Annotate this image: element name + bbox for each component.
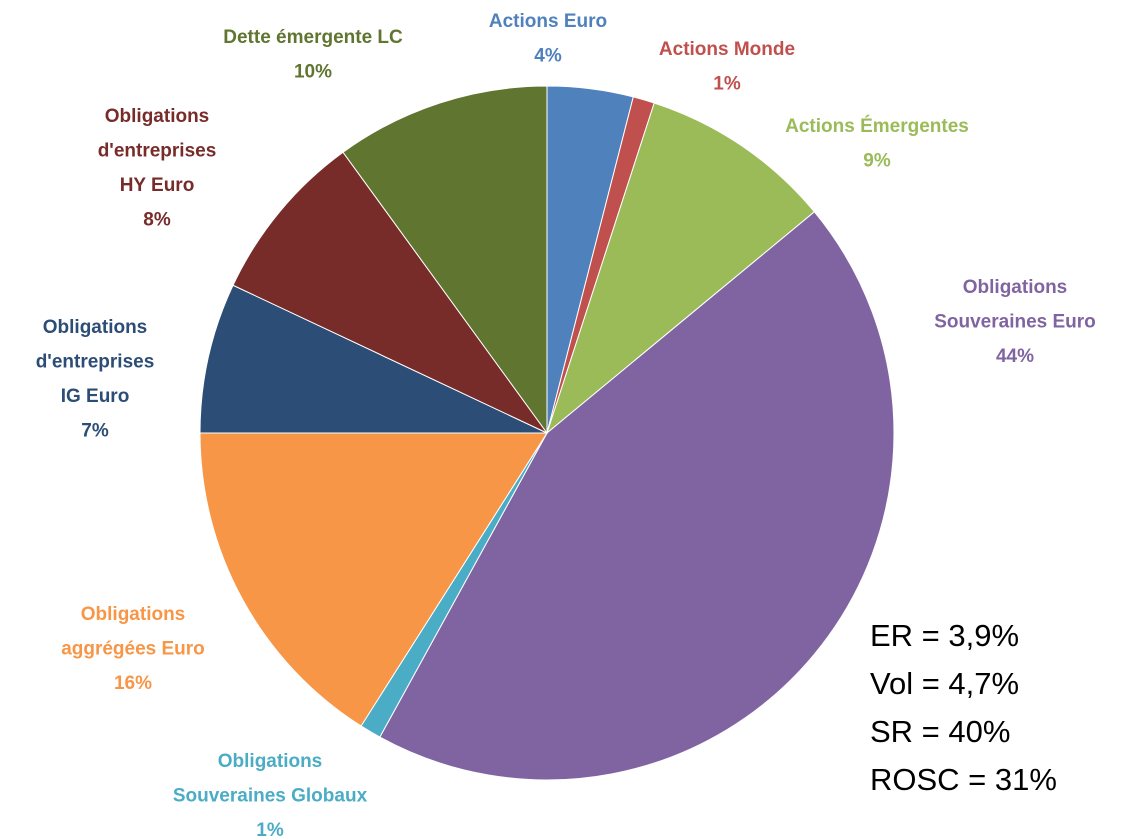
pie-slice <box>379 211 895 781</box>
pie-slice <box>199 432 548 727</box>
slice-label: Obligations <box>963 277 1068 298</box>
slice-label: aggrégées Euro <box>61 639 205 660</box>
slice-value-label: 1% <box>256 820 284 839</box>
slice-label: IG Euro <box>61 386 130 407</box>
annotation: ER = 3,9% <box>870 618 1019 653</box>
slice-label: HY Euro <box>120 175 195 196</box>
slice-value-label: 9% <box>863 151 891 172</box>
slice-label: Souveraines Globaux <box>173 786 368 807</box>
slice-value-label: 10% <box>294 62 332 83</box>
slice-label: Actions Euro <box>489 11 607 32</box>
slice-label: d'entreprises <box>36 352 155 373</box>
slice-label: Actions Monde <box>659 39 795 60</box>
slice-value-label: 44% <box>996 346 1034 367</box>
slice-value-label: 7% <box>81 421 109 442</box>
annotation: ROSC = 31% <box>870 762 1057 797</box>
slice-label: d'entreprises <box>98 141 217 162</box>
slice-label: Souveraines Euro <box>934 312 1096 333</box>
slice-label: Dette émergente LC <box>223 27 403 48</box>
pie-slice <box>199 284 548 434</box>
annotation: Vol = 4,7% <box>870 666 1019 701</box>
pie-slice <box>545 102 816 435</box>
slice-value-label: 16% <box>114 673 152 694</box>
slice-label: Obligations <box>81 604 186 625</box>
slice-label: Obligations <box>218 751 323 772</box>
slice-value-label: 8% <box>143 210 171 231</box>
slice-label: Actions Émergentes <box>785 115 969 137</box>
slice-label: Obligations <box>43 317 148 338</box>
pie-slice <box>342 85 548 435</box>
slice-label: Obligations <box>105 106 210 127</box>
annotation: SR = 40% <box>870 714 1010 749</box>
slice-value-label: 1% <box>713 74 741 95</box>
slice-value-label: 4% <box>534 46 562 67</box>
pie-slice <box>232 151 548 434</box>
